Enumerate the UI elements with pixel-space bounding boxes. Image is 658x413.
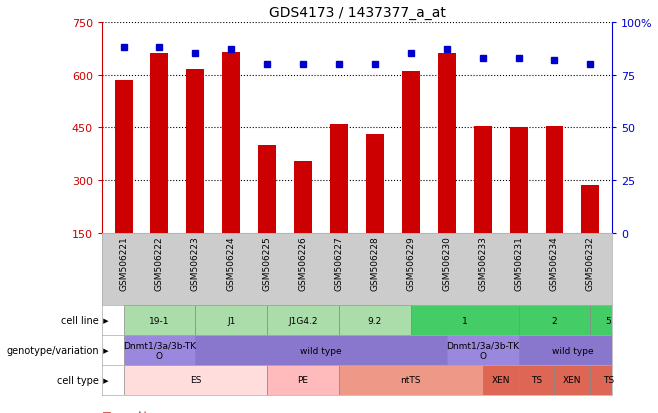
Text: GSM506223: GSM506223 xyxy=(191,235,200,290)
Text: 19-1: 19-1 xyxy=(149,316,170,325)
Text: GSM506230: GSM506230 xyxy=(442,235,451,290)
Text: wild type: wild type xyxy=(551,346,594,355)
Text: GSM506222: GSM506222 xyxy=(155,235,164,290)
Bar xyxy=(124,306,195,335)
Bar xyxy=(124,365,267,395)
Bar xyxy=(366,135,384,233)
Bar xyxy=(114,81,132,233)
Bar xyxy=(258,146,276,233)
Text: PE: PE xyxy=(297,375,309,385)
Text: ▶: ▶ xyxy=(101,318,109,323)
Text: 2: 2 xyxy=(551,316,557,325)
Text: cell line: cell line xyxy=(61,316,99,325)
Bar xyxy=(555,365,590,395)
Text: ▶: ▶ xyxy=(101,377,109,383)
Text: 9.2: 9.2 xyxy=(368,316,382,325)
Text: ▶: ▶ xyxy=(101,347,109,353)
Text: TS: TS xyxy=(603,375,614,385)
Bar xyxy=(447,335,519,365)
Bar xyxy=(402,72,420,233)
Text: wild type: wild type xyxy=(300,346,342,355)
Bar xyxy=(545,126,563,233)
Bar xyxy=(151,54,168,233)
Bar xyxy=(582,186,599,233)
Bar xyxy=(519,306,590,335)
Bar xyxy=(474,126,492,233)
Bar xyxy=(590,306,626,335)
Bar xyxy=(438,54,456,233)
Text: GSM506227: GSM506227 xyxy=(334,235,343,290)
Text: XEN: XEN xyxy=(563,375,582,385)
Bar xyxy=(509,128,528,233)
Text: cell type: cell type xyxy=(57,375,99,385)
Bar xyxy=(124,335,195,365)
Text: 1: 1 xyxy=(462,316,468,325)
Bar xyxy=(519,365,555,395)
Text: GSM506233: GSM506233 xyxy=(478,235,487,290)
Bar xyxy=(339,306,411,335)
Bar xyxy=(267,306,339,335)
Text: Dnmt1/3a/3b-TK
O: Dnmt1/3a/3b-TK O xyxy=(123,341,196,360)
Text: XEN: XEN xyxy=(492,375,510,385)
Bar xyxy=(483,365,519,395)
Bar xyxy=(195,306,267,335)
Bar xyxy=(186,70,205,233)
Text: GSM506226: GSM506226 xyxy=(299,235,307,290)
Text: GSM506232: GSM506232 xyxy=(586,235,595,290)
Text: genotype/variation: genotype/variation xyxy=(6,345,99,355)
Text: J1G4.2: J1G4.2 xyxy=(288,316,318,325)
Bar xyxy=(519,335,626,365)
Text: ES: ES xyxy=(190,375,201,385)
Bar xyxy=(411,306,519,335)
Text: GSM506221: GSM506221 xyxy=(119,235,128,290)
Bar xyxy=(339,365,483,395)
Text: TS: TS xyxy=(531,375,542,385)
Bar xyxy=(294,161,312,233)
Bar xyxy=(330,125,348,233)
Bar xyxy=(590,365,626,395)
Text: GSM506234: GSM506234 xyxy=(550,235,559,290)
Title: GDS4173 / 1437377_a_at: GDS4173 / 1437377_a_at xyxy=(268,6,445,20)
Text: ■  count: ■ count xyxy=(102,411,148,413)
Text: GSM506225: GSM506225 xyxy=(263,235,272,290)
Text: J1: J1 xyxy=(227,316,236,325)
Bar xyxy=(267,365,339,395)
Text: GSM506229: GSM506229 xyxy=(407,235,415,290)
Text: Dnmt1/3a/3b-TK
O: Dnmt1/3a/3b-TK O xyxy=(446,341,519,360)
Text: ntTS: ntTS xyxy=(401,375,421,385)
Text: count: count xyxy=(114,411,143,413)
Text: 5: 5 xyxy=(605,316,611,325)
Bar xyxy=(195,335,447,365)
Text: GSM506224: GSM506224 xyxy=(227,235,236,290)
Text: GSM506228: GSM506228 xyxy=(370,235,380,290)
Text: GSM506231: GSM506231 xyxy=(514,235,523,290)
Bar xyxy=(222,52,240,233)
